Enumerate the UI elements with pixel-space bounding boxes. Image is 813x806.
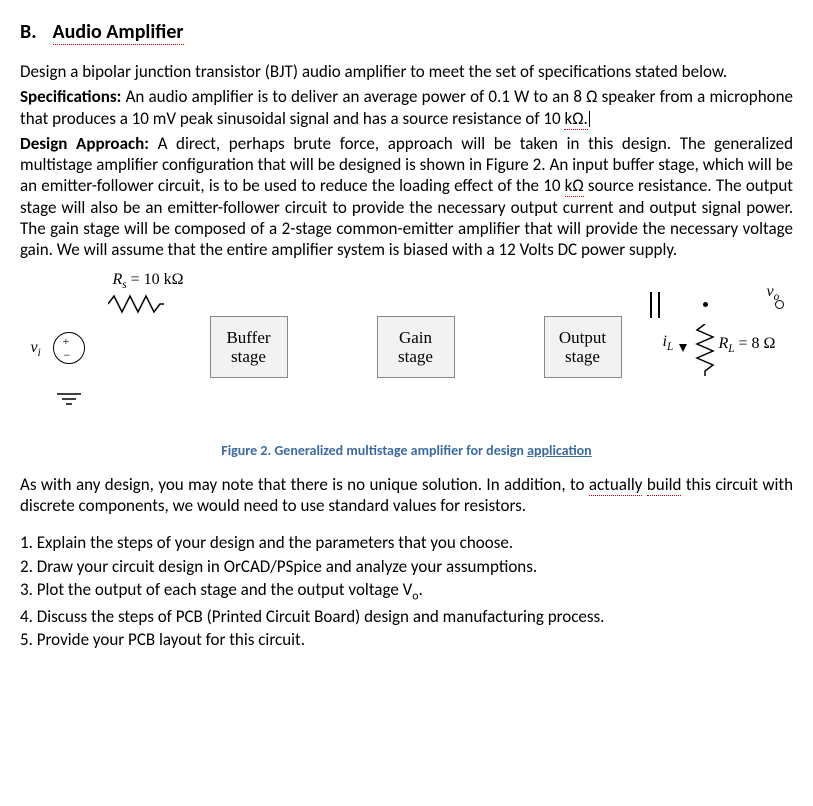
spec-kohm: kΩ. bbox=[564, 108, 587, 130]
vo-label: vo bbox=[767, 282, 780, 304]
wire bbox=[27, 503, 29, 545]
figure-caption: Figure 2. Generalized multistage amplifi… bbox=[20, 442, 793, 460]
wire bbox=[27, 461, 29, 503]
wire bbox=[27, 589, 139, 591]
stage-label: stage bbox=[231, 347, 266, 367]
gain-label: Gain bbox=[399, 328, 432, 348]
plus-icon: + bbox=[63, 334, 70, 349]
ground-icon bbox=[57, 392, 81, 408]
text-cursor bbox=[589, 111, 590, 127]
design-approach-paragraph: Design Approach: A direct, perhaps brute… bbox=[20, 133, 793, 261]
design-kohm: kΩ bbox=[565, 175, 584, 197]
heading-title: Audio Amplifier bbox=[53, 20, 184, 45]
intro-paragraph: Design a bipolar junction transistor (BJ… bbox=[20, 61, 793, 82]
wire bbox=[27, 332, 29, 374]
capacitor-icon bbox=[647, 292, 663, 318]
buffer-stage-box: Buffer stage bbox=[210, 316, 288, 378]
post-figure-paragraph: As with any design, you may note that th… bbox=[20, 474, 793, 517]
wire bbox=[27, 376, 29, 418]
buffer-label: Buffer bbox=[226, 328, 270, 348]
wire bbox=[27, 545, 29, 587]
rl-label: RL = 8 Ω bbox=[719, 334, 776, 356]
specifications-paragraph: Specifications: An audio amplifier is to… bbox=[20, 86, 793, 129]
wire bbox=[27, 418, 29, 460]
il-label: iL bbox=[663, 332, 674, 354]
question-2: 2. Draw your circuit design in OrCAD/PSp… bbox=[20, 556, 793, 577]
figure-2: Rs = 10 kΩ vi + − Buffer stage bbox=[20, 270, 793, 460]
resistor-rl bbox=[695, 324, 715, 376]
heading-letter: B. bbox=[20, 20, 48, 45]
spec-head: Specifications: bbox=[20, 86, 121, 107]
question-4: 4. Discuss the steps of PCB (Printed Cir… bbox=[20, 606, 793, 627]
section-heading: B. Audio Amplifier bbox=[20, 20, 793, 45]
output-stage-box: Output stage bbox=[544, 316, 622, 378]
squiggle-build: build bbox=[647, 474, 682, 496]
wire bbox=[27, 590, 29, 610]
stage-label: stage bbox=[398, 347, 433, 367]
question-5: 5. Provide your PCB layout for this circ… bbox=[20, 629, 793, 650]
wire bbox=[27, 374, 117, 376]
wire bbox=[27, 460, 117, 462]
circuit-diagram: Rs = 10 kΩ vi + − Buffer stage bbox=[27, 270, 787, 430]
rs-label: Rs = 10 kΩ bbox=[113, 270, 184, 292]
wire bbox=[27, 300, 29, 329]
spec-body-1: An audio amplifier is to deliver an aver… bbox=[20, 86, 793, 128]
vi-label: vi bbox=[31, 338, 41, 360]
wire bbox=[27, 270, 29, 300]
arrow-down-icon bbox=[679, 344, 687, 352]
squiggle-actually: actually bbox=[589, 474, 643, 496]
output-label: Output bbox=[559, 328, 606, 348]
gain-stage-box: Gain stage bbox=[377, 316, 455, 378]
resistor-rs bbox=[108, 294, 164, 314]
design-head: Design Approach: bbox=[20, 133, 149, 154]
wire bbox=[27, 624, 29, 642]
stage-label: stage bbox=[565, 347, 600, 367]
question-3: 3. Plot the output of each stage and the… bbox=[20, 579, 793, 604]
questions-list: 1. Explain the steps of your design and … bbox=[20, 532, 793, 650]
question-1: 1. Explain the steps of your design and … bbox=[20, 532, 793, 553]
minus-icon: − bbox=[64, 348, 71, 363]
node-dot bbox=[703, 302, 708, 307]
wire bbox=[27, 610, 29, 624]
